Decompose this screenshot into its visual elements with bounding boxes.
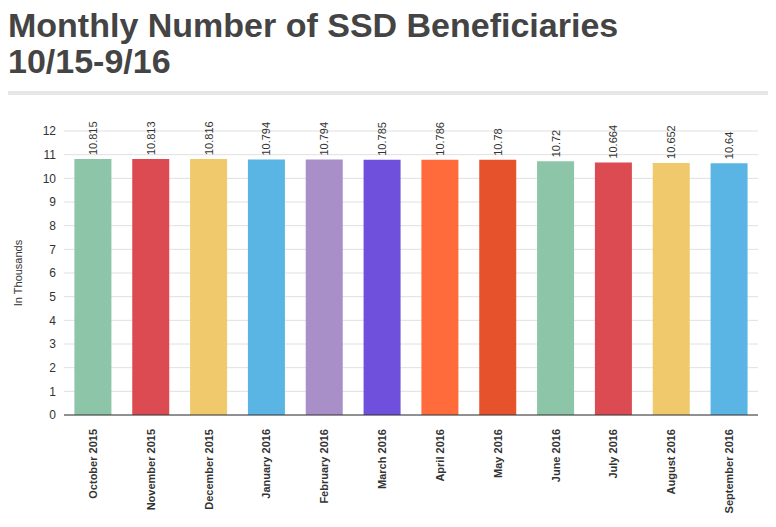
svg-text:10.794: 10.794 bbox=[260, 122, 272, 156]
svg-text:10.813: 10.813 bbox=[145, 122, 157, 156]
svg-text:August 2016: August 2016 bbox=[665, 429, 677, 494]
svg-text:12: 12 bbox=[43, 125, 57, 139]
svg-text:10.72: 10.72 bbox=[550, 130, 562, 158]
svg-text:May 2016: May 2016 bbox=[492, 429, 504, 478]
svg-text:10.664: 10.664 bbox=[607, 125, 619, 159]
svg-text:3: 3 bbox=[49, 338, 56, 352]
svg-text:1: 1 bbox=[49, 385, 56, 399]
svg-text:June 2016: June 2016 bbox=[550, 429, 562, 482]
svg-text:10.78: 10.78 bbox=[492, 129, 504, 157]
svg-text:0: 0 bbox=[49, 409, 56, 423]
svg-text:11: 11 bbox=[44, 148, 57, 162]
svg-text:April 2016: April 2016 bbox=[434, 429, 446, 482]
svg-text:March 2016: March 2016 bbox=[376, 429, 388, 489]
svg-text:10.785: 10.785 bbox=[376, 122, 388, 156]
svg-text:10.794: 10.794 bbox=[318, 122, 330, 156]
svg-text:January 2016: January 2016 bbox=[260, 429, 272, 499]
svg-text:10.64: 10.64 bbox=[723, 132, 735, 160]
svg-text:July 2016: July 2016 bbox=[607, 429, 619, 479]
svg-text:10: 10 bbox=[43, 172, 57, 186]
svg-text:2: 2 bbox=[49, 361, 56, 375]
svg-text:10.786: 10.786 bbox=[434, 122, 446, 156]
svg-text:9: 9 bbox=[49, 196, 56, 210]
svg-text:September 2016: September 2016 bbox=[723, 429, 735, 513]
svg-text:December 2015: December 2015 bbox=[203, 429, 215, 510]
svg-text:5: 5 bbox=[49, 290, 56, 304]
svg-text:8: 8 bbox=[49, 219, 56, 233]
svg-text:10.652: 10.652 bbox=[665, 126, 677, 160]
svg-text:4: 4 bbox=[49, 314, 56, 328]
svg-text:February 2016: February 2016 bbox=[318, 429, 330, 504]
svg-text:10.815: 10.815 bbox=[87, 122, 99, 156]
svg-text:October 2015: October 2015 bbox=[87, 429, 99, 499]
svg-text:10.816: 10.816 bbox=[203, 122, 215, 156]
html-text:Monthly Number of SSD Benefici: Monthly Number of SSD Beneficiaries 10/1… bbox=[8, 6, 619, 80]
svg-text:In Thousands: In Thousands bbox=[12, 240, 24, 307]
svg-text:7: 7 bbox=[49, 243, 56, 257]
svg-text:6: 6 bbox=[49, 267, 56, 281]
svg-text:November 2015: November 2015 bbox=[145, 429, 157, 510]
